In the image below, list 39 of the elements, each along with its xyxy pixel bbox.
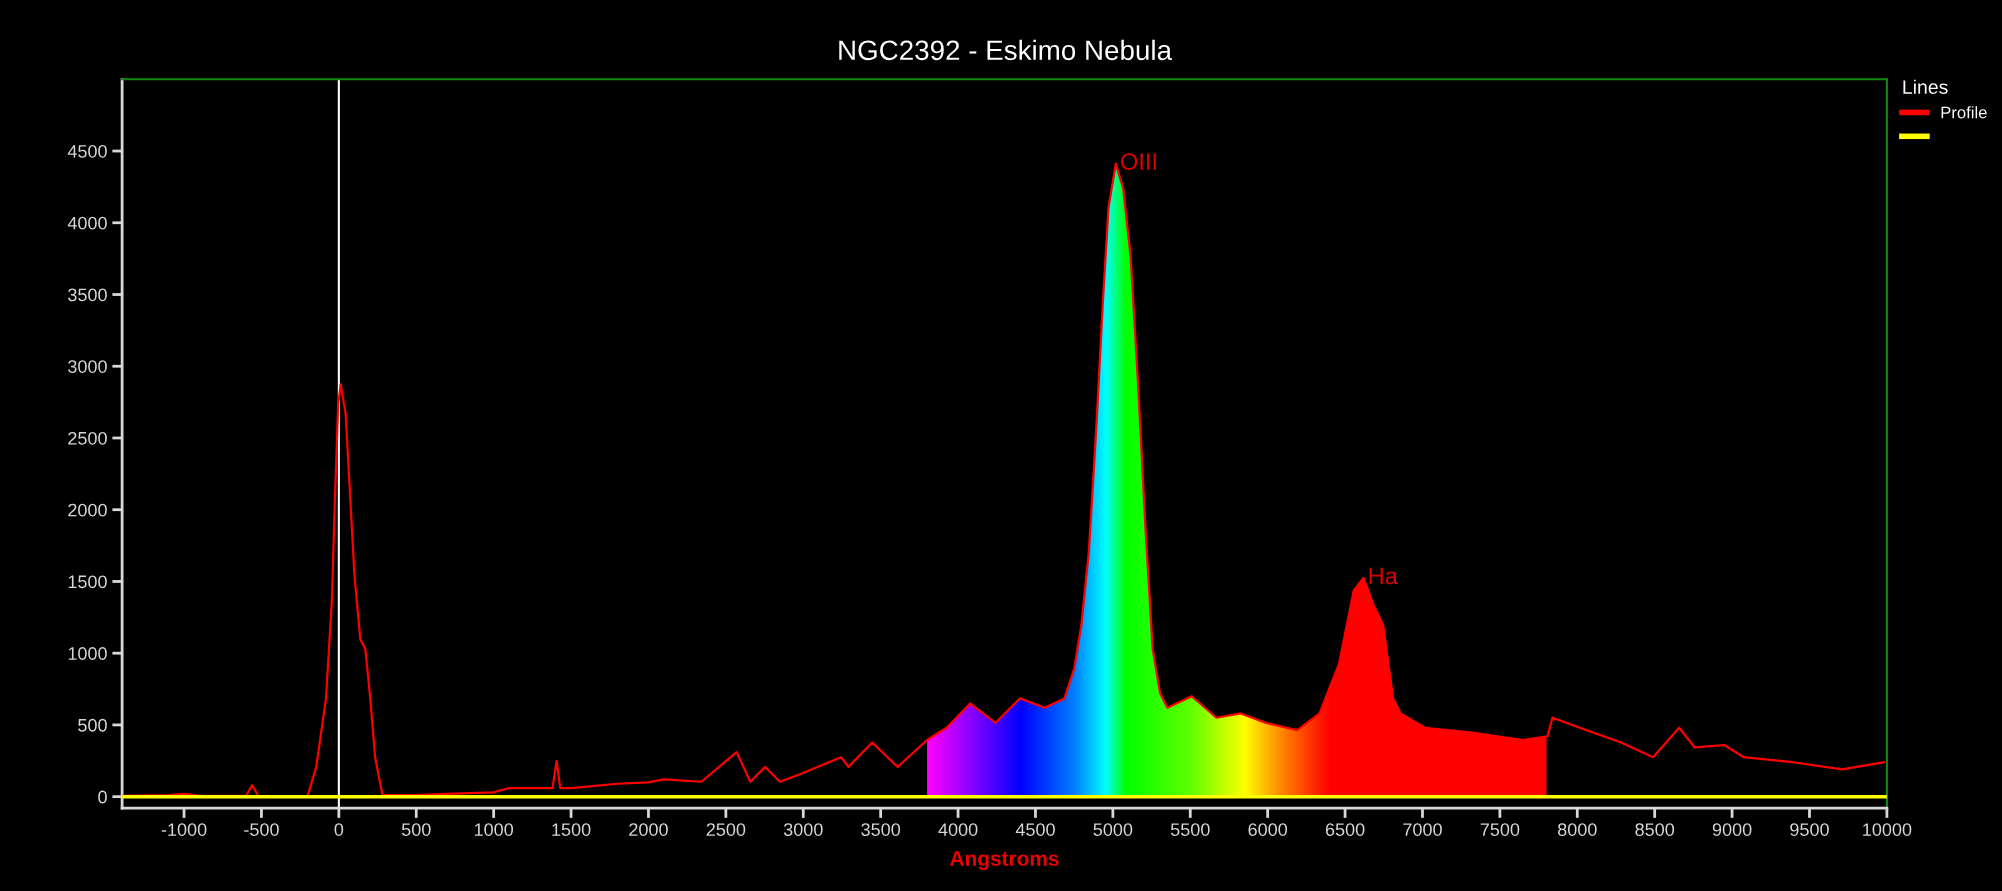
y-tick-label: 3500	[68, 288, 107, 302]
x-tick-label: 8500	[1635, 823, 1675, 836]
x-tick-label: 3500	[861, 823, 901, 836]
y-tick-label: 2500	[68, 431, 107, 445]
x-tick-label: 4000	[938, 823, 978, 836]
chart-title: NGC2392 - Eskimo Nebula	[839, 39, 1173, 61]
x-tick-label: 1500	[552, 823, 591, 836]
x-tick-label: 8000	[1557, 823, 1597, 836]
y-tick-label: 1500	[68, 575, 107, 589]
x-tick-label: 2500	[706, 823, 746, 836]
y-tick-label: 500	[78, 718, 107, 732]
x-tick-label: 3000	[783, 823, 823, 836]
x-tick-label: 7000	[1403, 823, 1442, 836]
x-tick-label: 2000	[629, 823, 668, 836]
x-tick-label: 9500	[1790, 823, 1829, 836]
x-tick-label: -500	[244, 823, 279, 836]
x-axis-title: Angstroms	[950, 851, 1059, 871]
x-tick-label: 4500	[1015, 823, 1055, 836]
x-tick-label: 7500	[1480, 823, 1520, 836]
x-tick-label: 6000	[1248, 823, 1288, 836]
x-tick-label: 5500	[1170, 823, 1210, 836]
annotation: Ha	[1369, 567, 1398, 585]
y-tick-label: 4000	[67, 216, 107, 230]
legend-title: Lines	[1903, 79, 1948, 94]
x-tick-label: 9000	[1712, 823, 1752, 836]
y-tick-label: 1000	[68, 647, 107, 660]
y-tick-label: 4500	[67, 144, 107, 158]
annotation: OIII	[1121, 153, 1156, 170]
x-tick-label: 1000	[474, 823, 514, 836]
x-tick-label: 0	[334, 823, 344, 836]
x-tick-label: 5000	[1093, 823, 1133, 836]
x-tick-label: 10000	[1863, 823, 1912, 836]
legend-label: Profile	[1941, 106, 1987, 119]
x-tick-label: 500	[401, 823, 431, 836]
y-tick-label: 0	[98, 790, 107, 804]
x-tick-label: -1000	[161, 823, 207, 836]
x-tick-label: 6500	[1325, 823, 1365, 836]
y-tick-label: 2000	[68, 503, 107, 517]
y-tick-label: 3000	[68, 360, 107, 373]
